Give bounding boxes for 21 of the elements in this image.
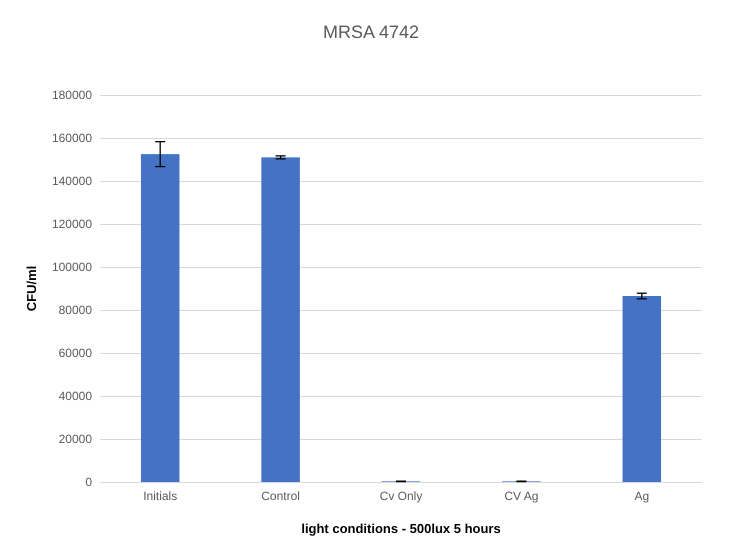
x-tick-label: Initials [143,489,178,503]
y-tick-label: 160000 [52,131,92,145]
x-tick-label: Cv Only [380,489,422,503]
bar [622,296,662,482]
bar [140,154,180,482]
y-tick-label: 80000 [58,303,92,317]
x-tick-label: Control [261,489,300,503]
y-tick-label: 120000 [52,217,92,231]
y-tick-label: 180000 [52,88,92,102]
y-tick-label: 20000 [58,432,92,446]
x-tick-label: Ag [634,489,650,503]
y-tick-label: 60000 [58,346,92,360]
y-tick-label: 140000 [52,174,92,188]
y-tick-label: 100000 [52,260,92,274]
bar [261,157,300,482]
y-tick-label: 0 [85,475,92,489]
y-tick-label: 40000 [58,389,92,403]
x-tick-label: CV Ag [504,489,538,503]
y-axis-title: CFU/ml [24,266,39,312]
chart-title: MRSA 4742 [322,22,420,42]
x-axis-title: light conditions - 500lux 5 hours [301,521,501,536]
